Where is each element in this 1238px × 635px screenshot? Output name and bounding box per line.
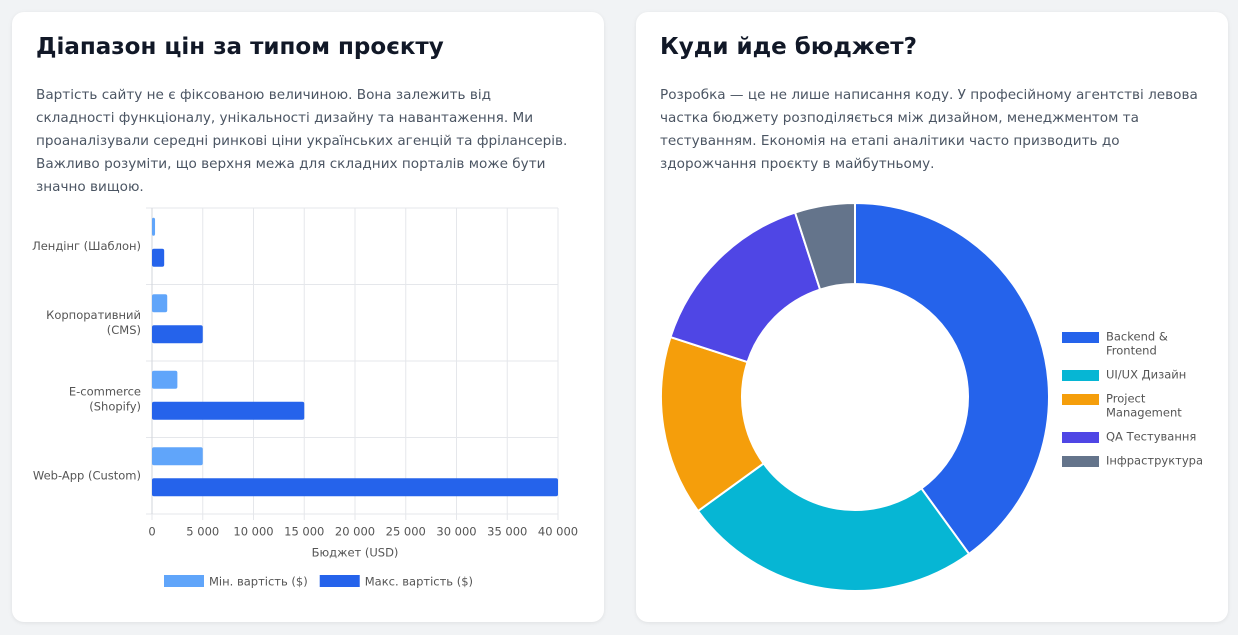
legend-swatch [1062,456,1099,467]
x-tick-label: 20 000 [335,525,375,539]
legend-swatch [1062,370,1099,381]
x-tick-label: 35 000 [487,525,527,539]
legend-label: Project [1106,392,1146,406]
doughnut-chart: Backend &Frontend UI/UX Дизайн ProjectMana… [660,201,1203,592]
bar-chart: 0 5 000 10 000 15 000 20 000 25 000 30 000 35 0… [32,207,578,589]
bar [152,217,156,236]
x-tick-label: 30 000 [436,525,476,539]
bar [152,294,168,313]
legend-label: Макс. вартість ($) [365,575,473,589]
y-tick-label: (Shopify) [89,399,141,413]
card-title: Куди йде бюджет? [660,34,917,60]
bar [152,370,178,389]
y-tick-label: (CMS) [107,323,141,337]
bar [152,401,305,420]
legend-label: Management [1106,406,1182,420]
price-card: Діапазон цін за типом проєкту Вартість с… [12,12,604,622]
x-tick-label: 0 [148,525,155,539]
bar [152,478,558,497]
legend-swatch [164,575,204,587]
legend-label: UI/UX Дизайн [1106,368,1186,382]
legend-swatch [1062,432,1099,443]
legend-label: Backend & [1106,330,1168,344]
slice [696,462,971,592]
x-tick-label: 40 000 [538,525,578,539]
x-axis-label: Бюджет (USD) [312,546,399,560]
y-tick-label: E-commerce [69,384,141,398]
slice [669,211,822,364]
card-text: Розробка — це не лише написання коду. У … [660,87,1198,172]
legend-label: Frontend [1106,344,1157,358]
y-tick-label: Лендінг (Шаблон) [32,239,141,253]
legend-swatch [1062,332,1099,343]
x-tick-label: 25 000 [386,525,426,539]
x-tick-label: 5 000 [186,525,219,539]
card-text: Вартість сайту не є фіксованою величиною… [36,87,568,195]
slice [793,201,856,291]
x-tick-label: 15 000 [284,525,324,539]
bar [152,325,203,344]
y-tick-label: Web-App (Custom) [33,468,141,482]
legend-swatch [319,575,360,587]
legend-label: QA Тестування [1106,430,1196,444]
bar [152,248,165,267]
legend-swatch [1062,394,1099,405]
legend-label: Мін. вартість ($) [209,575,308,589]
slice [854,201,1050,556]
y-tick-label: Корпоративний [46,308,141,322]
legend-label: Інфраструктура [1106,454,1203,468]
card-title: Діапазон цін за типом проєкту [36,34,444,60]
bar [152,447,203,466]
x-tick-label: 10 000 [233,525,273,539]
